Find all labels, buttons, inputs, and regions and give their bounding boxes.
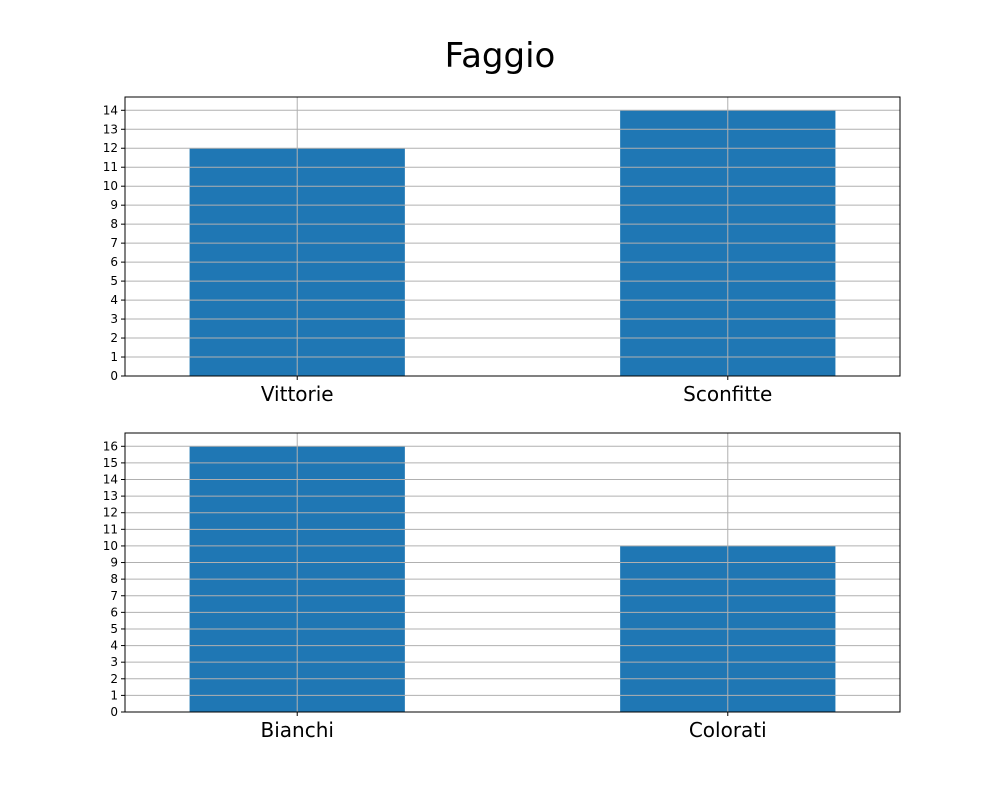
y-tick-label: 10 (103, 539, 118, 553)
y-tick-label: 13 (103, 489, 118, 503)
y-tick-label: 8 (110, 217, 118, 231)
y-tick-label: 12 (103, 141, 118, 155)
figure-title: Faggio (445, 36, 556, 76)
y-tick-label: 5 (110, 274, 118, 288)
y-tick-label: 10 (103, 179, 118, 193)
y-tick-label: 7 (110, 236, 118, 250)
axes-frame (124, 432, 901, 713)
y-tick-label: 11 (103, 522, 118, 536)
y-tick-label: 4 (110, 639, 118, 653)
y-tick-label: 14 (103, 473, 118, 487)
y-tick-label: 0 (110, 705, 118, 719)
y-tick-label: 4 (110, 293, 118, 307)
y-tick-label: 12 (103, 506, 118, 520)
y-tick-label: 6 (110, 255, 118, 269)
y-tick-label: 7 (110, 589, 118, 603)
y-tick-label: 3 (110, 312, 118, 326)
y-tick-label: 2 (110, 672, 118, 686)
y-tick-label: 0 (110, 369, 118, 383)
y-tick-label: 2 (110, 331, 118, 345)
x-tick-label-sconfitte: Sconfitte (683, 382, 772, 406)
x-tick-label-colorati: Colorati (689, 718, 767, 742)
y-tick-label: 16 (103, 439, 118, 453)
x-tick-label-bianchi: Bianchi (261, 718, 334, 742)
axes-frame (124, 96, 901, 377)
y-tick-label: 1 (110, 688, 118, 702)
y-tick-label: 13 (103, 122, 118, 136)
y-tick-label: 14 (103, 103, 118, 117)
y-tick-label: 1 (110, 350, 118, 364)
y-tick-label: 9 (110, 198, 118, 212)
x-tick-label-vittorie: Vittorie (261, 382, 334, 406)
y-tick-label: 3 (110, 655, 118, 669)
y-tick-label: 9 (110, 556, 118, 570)
y-tick-label: 11 (103, 160, 118, 174)
y-tick-label: 6 (110, 605, 118, 619)
y-tick-label: 8 (110, 572, 118, 586)
y-tick-label: 5 (110, 622, 118, 636)
y-tick-label: 15 (103, 456, 118, 470)
